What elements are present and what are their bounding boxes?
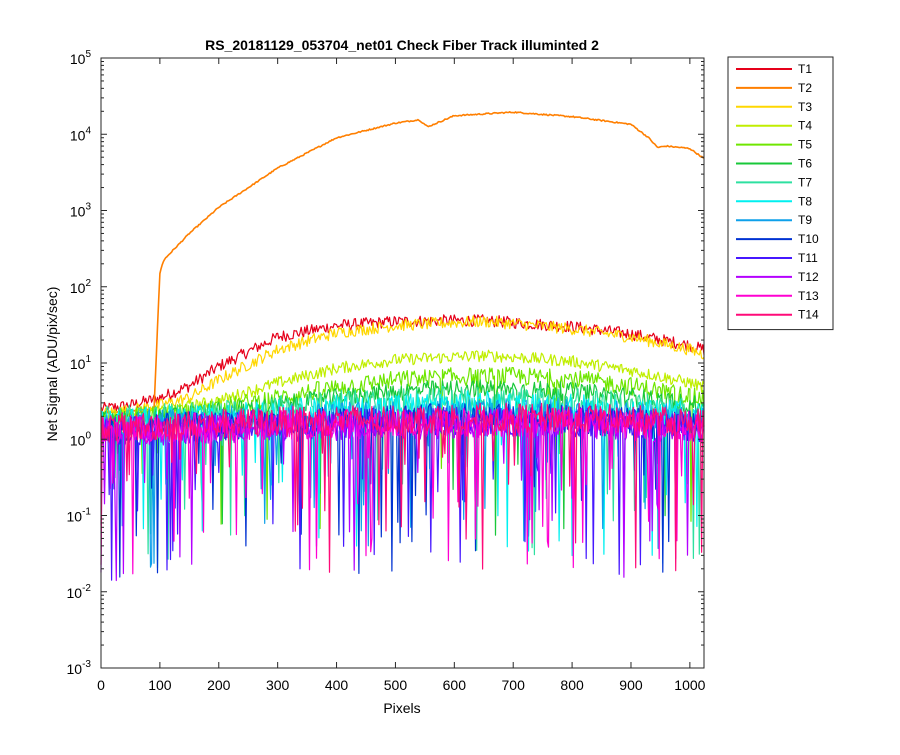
series-line-t2: [100, 111, 705, 414]
x-tick-label: 0: [97, 677, 105, 693]
series-line-t14: [100, 402, 705, 573]
x-axis-label: Pixels: [383, 700, 420, 716]
y-tick-label: 10-3: [67, 659, 92, 677]
x-tick-label: 300: [266, 677, 290, 693]
legend-label-t5: T5: [798, 138, 812, 152]
x-tick-label: 200: [207, 677, 231, 693]
legend-label-t13: T13: [798, 289, 819, 303]
legend-label-t14: T14: [798, 308, 819, 322]
legend-label-t6: T6: [798, 157, 812, 171]
x-axis: 0 100 200 300 400 500 600 700 800 900 1000: [97, 58, 706, 693]
legend-box: [727, 56, 834, 331]
legend-label-t4: T4: [798, 119, 812, 133]
legend: T1 T2 T3 T4 T5 T6 T7 T8 T9 T10 T11 T12 T13 T14: [727, 56, 834, 331]
x-tick-label: 1000: [674, 677, 705, 693]
y-tick-label: 101: [70, 354, 92, 372]
series-line-t3: [100, 315, 705, 419]
axes-background: [101, 58, 704, 668]
legend-label-t8: T8: [798, 194, 812, 208]
y-tick-label: 104: [70, 125, 92, 143]
legend-label-t11: T11: [798, 251, 818, 265]
y-tick-label: 100: [70, 430, 92, 448]
legend-label-t3: T3: [798, 100, 812, 114]
chart-title: RS_20181129_053704_net01 Check Fiber Tra…: [205, 37, 599, 53]
legend-label-t12: T12: [798, 270, 819, 284]
series-line-t1: [100, 314, 705, 413]
x-tick-label: 700: [502, 677, 526, 693]
legend-label-t2: T2: [798, 81, 812, 95]
series-group: [100, 111, 705, 582]
plot-area: 0 100 200 300 400 500 600 700 800 900 1000 10-3 10-2…: [67, 49, 706, 693]
legend-label-t7: T7: [798, 175, 812, 189]
x-tick-label: 100: [148, 677, 172, 693]
y-tick-label: 105: [70, 49, 92, 67]
y-tick-label: 103: [70, 202, 92, 220]
y-tick-label: 10-2: [67, 583, 92, 601]
y-axis-label: Net Signal (ADU/pix/sec): [44, 287, 60, 442]
legend-label-t1: T1: [798, 62, 812, 76]
x-tick-label: 400: [325, 677, 349, 693]
y-tick-label: 102: [70, 278, 92, 296]
legend-label-t9: T9: [798, 213, 812, 227]
x-tick-label: 800: [560, 677, 584, 693]
x-tick-label: 600: [443, 677, 467, 693]
series-line-t13: [100, 406, 705, 575]
x-tick-label: 500: [384, 677, 408, 693]
y-axis: 10-3 10-2 10-1 100 101 102 103 104 105: [67, 49, 704, 677]
y-tick-label: 10-1: [67, 507, 92, 525]
series-line-t5: [100, 366, 705, 530]
x-tick-label: 900: [619, 677, 643, 693]
legend-label-t10: T10: [798, 232, 819, 246]
